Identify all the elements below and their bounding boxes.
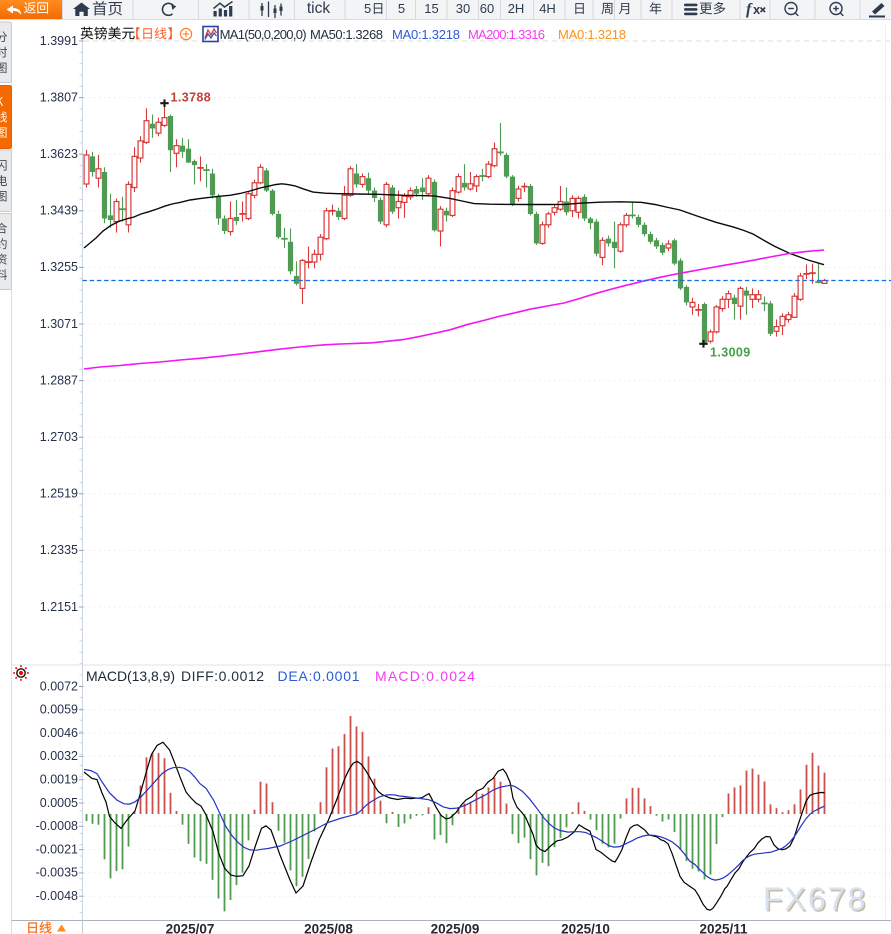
svg-text:0.0019: 0.0019 bbox=[40, 773, 78, 787]
svg-text:2025/09: 2025/09 bbox=[431, 922, 480, 934]
svg-text:MA0:1.3218: MA0:1.3218 bbox=[392, 27, 460, 42]
svg-text:1.3807: 1.3807 bbox=[40, 90, 78, 104]
svg-text:1.2519: 1.2519 bbox=[40, 487, 78, 501]
svg-text:2025/11: 2025/11 bbox=[699, 922, 748, 934]
svg-text:MACD(13,8,9): MACD(13,8,9) bbox=[86, 668, 175, 684]
svg-text:2025/07: 2025/07 bbox=[166, 922, 215, 934]
svg-text:x: x bbox=[753, 2, 761, 17]
svg-text:MACD:0.0024: MACD:0.0024 bbox=[375, 668, 475, 684]
svg-text:2025/10: 2025/10 bbox=[561, 922, 610, 934]
svg-text:DEA:0.0001: DEA:0.0001 bbox=[278, 668, 360, 684]
svg-text:MA200:1.3316: MA200:1.3316 bbox=[468, 27, 545, 42]
svg-text:1.3255: 1.3255 bbox=[40, 260, 78, 274]
svg-text:-0.0035: -0.0035 bbox=[36, 866, 78, 880]
svg-text:0.0005: 0.0005 bbox=[40, 796, 78, 810]
svg-text:-0.0008: -0.0008 bbox=[36, 819, 78, 833]
svg-text:-0.0048: -0.0048 bbox=[36, 889, 78, 903]
svg-text:4H: 4H bbox=[539, 1, 556, 16]
svg-text:1.3991: 1.3991 bbox=[40, 34, 78, 48]
svg-text:tick: tick bbox=[307, 0, 331, 17]
svg-text:15: 15 bbox=[424, 1, 438, 16]
svg-text:1.2703: 1.2703 bbox=[40, 430, 78, 444]
svg-text:0.0072: 0.0072 bbox=[40, 679, 78, 693]
svg-text:60: 60 bbox=[480, 1, 494, 16]
svg-text:0.0059: 0.0059 bbox=[40, 703, 78, 717]
svg-text:2025/08: 2025/08 bbox=[304, 922, 353, 934]
svg-text:-0.0021: -0.0021 bbox=[36, 842, 78, 856]
svg-text:f: f bbox=[746, 1, 753, 18]
svg-text:1.3009: 1.3009 bbox=[710, 346, 751, 360]
svg-text:1.3623: 1.3623 bbox=[40, 147, 78, 161]
svg-text:FX678: FX678 bbox=[763, 881, 867, 917]
svg-text:2H: 2H bbox=[508, 1, 525, 16]
svg-text:5: 5 bbox=[364, 1, 371, 16]
svg-text:30: 30 bbox=[456, 1, 470, 16]
svg-text:DIFF:0.0012: DIFF:0.0012 bbox=[181, 668, 264, 684]
svg-text:1.2335: 1.2335 bbox=[40, 543, 78, 557]
svg-text:MA50:1.3268: MA50:1.3268 bbox=[310, 27, 383, 42]
svg-text:1.3071: 1.3071 bbox=[40, 317, 78, 331]
svg-text:1.2887: 1.2887 bbox=[40, 373, 78, 387]
svg-text:MA1(50,0,200,0): MA1(50,0,200,0) bbox=[220, 27, 307, 42]
svg-text:5: 5 bbox=[398, 1, 405, 16]
svg-text:FX678: FX678 bbox=[765, 883, 869, 919]
svg-text:1.3439: 1.3439 bbox=[40, 204, 78, 218]
svg-text:MA0:1.3218: MA0:1.3218 bbox=[558, 27, 626, 42]
svg-text:0.0032: 0.0032 bbox=[40, 749, 78, 763]
svg-text:1.3788: 1.3788 bbox=[171, 91, 212, 105]
svg-text:0.0046: 0.0046 bbox=[40, 726, 78, 740]
svg-text:1.2151: 1.2151 bbox=[40, 600, 78, 614]
